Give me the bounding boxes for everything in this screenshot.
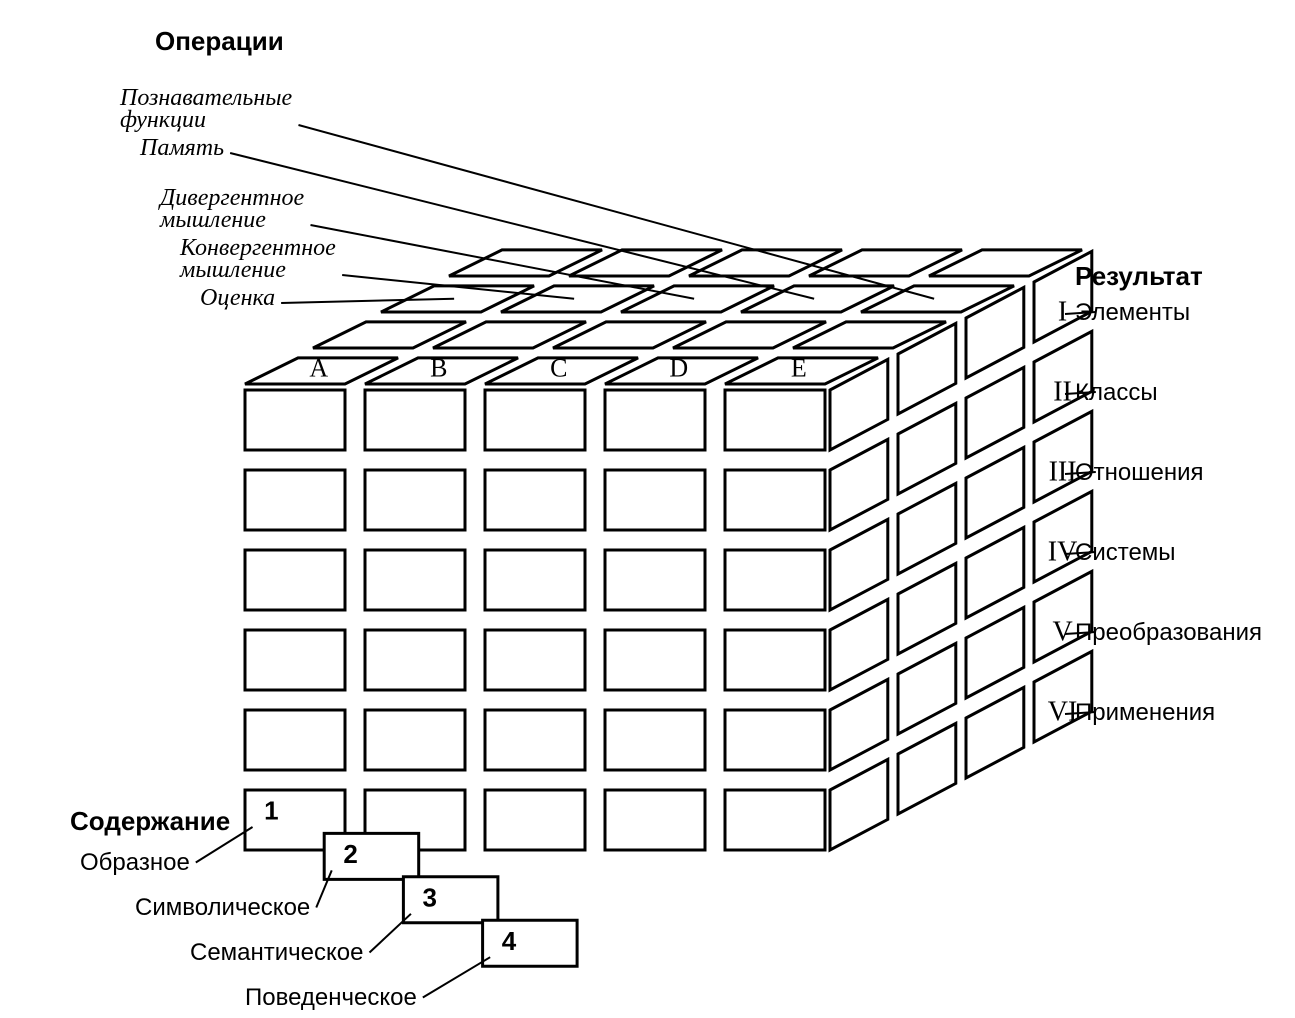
operations-label: Конвергентноемышление (179, 235, 336, 283)
diagram-container: ABCDEIIIIIIIVVVI1234ОперацииРезультатСод… (0, 0, 1295, 1018)
bottom-number: 2 (343, 839, 357, 869)
bottom-number: 4 (502, 926, 517, 956)
content-axis-title: Содержание (70, 806, 230, 836)
content-label: Символическое (135, 894, 310, 921)
content-label: Образное (80, 849, 190, 876)
operations-label: Оценка (200, 285, 275, 311)
top-letter: D (669, 353, 688, 382)
cube-front-face (245, 390, 825, 850)
operations-axis-title: Операции (155, 26, 284, 56)
right-numeral: I (1058, 296, 1067, 327)
right-numeral: V (1052, 616, 1072, 647)
top-letter: E (791, 353, 807, 382)
result-labels: ЭлементыКлассыОтношенияСистемыПреобразов… (1065, 299, 1262, 726)
operations-label: Память (139, 135, 224, 161)
content-label: Семантическое (190, 939, 364, 966)
result-label: Применения (1075, 699, 1215, 726)
top-letter: C (550, 353, 567, 382)
result-axis-title: Результат (1075, 261, 1203, 291)
operations-label: Познавательныефункции (119, 85, 292, 133)
bottom-number: 3 (423, 883, 437, 913)
right-numeral: II (1053, 376, 1072, 407)
top-letter: A (309, 353, 328, 382)
top-letter: B (430, 353, 447, 382)
result-label: Преобразования (1075, 619, 1262, 646)
right-numeral: IV (1048, 536, 1078, 567)
content-label: Поведенческое (245, 984, 417, 1011)
bottom-number: 1 (264, 796, 278, 826)
right-numeral: VI (1048, 696, 1078, 727)
operations-label: Дивергентноемышление (158, 185, 305, 233)
right-numeral: III (1049, 456, 1077, 487)
